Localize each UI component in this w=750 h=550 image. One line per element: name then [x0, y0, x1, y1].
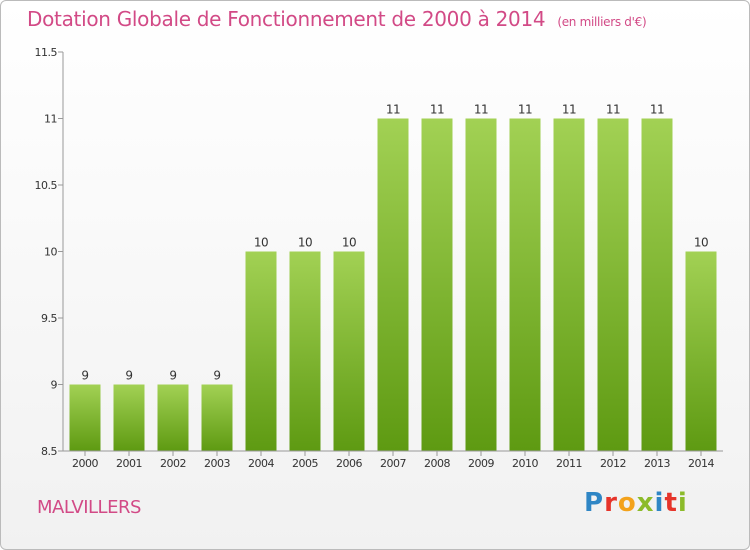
bar [201, 384, 233, 451]
bar-value-label: 10 [342, 236, 356, 250]
x-tick-label: 2010 [512, 457, 538, 470]
bar-value-label: 10 [694, 236, 708, 250]
bar-value-label: 9 [213, 369, 220, 383]
bar [289, 251, 321, 451]
bar-value-label: 11 [474, 103, 488, 117]
logo-letter: i [654, 488, 665, 518]
x-tick-label: 2004 [248, 457, 274, 470]
bar-value-label: 10 [298, 236, 312, 250]
x-tick-label: 2007 [380, 457, 406, 470]
y-tick-label: 10.5 [35, 179, 58, 192]
bar-value-label: 9 [81, 369, 88, 383]
y-tick-label: 11 [44, 113, 57, 126]
bar [597, 118, 629, 451]
x-tick-label: 2013 [644, 457, 670, 470]
proxiti-logo: Proxiti [584, 488, 688, 518]
logo-letter: i [677, 488, 688, 518]
logo-letter: x [636, 488, 655, 518]
bar-value-label: 11 [430, 103, 444, 117]
x-tick-label: 2009 [468, 457, 494, 470]
commune-name: MALVILLERS [37, 497, 141, 518]
bar [333, 251, 365, 451]
y-tick-label: 8.5 [41, 445, 57, 458]
bar-value-label: 11 [562, 103, 576, 117]
bars: 9 9 9 9 10 10 10 11 11 11 11 11 11 11 10 [69, 103, 717, 451]
x-tick-label: 2014 [688, 457, 714, 470]
bar [421, 118, 453, 451]
bar [113, 384, 145, 451]
bar [157, 384, 189, 451]
y-tick-label: 11.5 [35, 46, 58, 59]
bar-value-label: 11 [518, 103, 532, 117]
bar-value-label: 9 [169, 369, 176, 383]
bar [69, 384, 101, 451]
y-tick-label: 9.5 [41, 312, 57, 325]
bar [377, 118, 409, 451]
chart-title: Dotation Globale de Fonctionnement de 20… [27, 7, 647, 31]
logo-letter: r [604, 488, 618, 518]
bar [465, 118, 497, 451]
chart-title-text: Dotation Globale de Fonctionnement de 20… [27, 7, 546, 31]
bar [685, 251, 717, 451]
bar [641, 118, 673, 451]
x-tick-label: 2008 [424, 457, 450, 470]
logo-letter: t [664, 488, 678, 518]
chart-subtitle: (en milliers d'€) [557, 15, 647, 29]
bar [509, 118, 541, 451]
bar-value-label: 11 [650, 103, 664, 117]
logo-letter: o [617, 488, 637, 518]
bar [553, 118, 585, 451]
x-tick-label: 2011 [556, 457, 582, 470]
bar-value-label: 11 [386, 103, 400, 117]
x-axis: 2000 2001 2002 2003 2004 2005 2006 2007 2008 2009… [63, 450, 723, 470]
x-tick-label: 2006 [336, 457, 362, 470]
y-tick-label: 10 [44, 246, 57, 259]
bar-value-label: 10 [254, 236, 268, 250]
x-tick-label: 2000 [72, 457, 98, 470]
x-tick-label: 2002 [160, 457, 186, 470]
y-tick-label: 9 [51, 379, 58, 392]
bar [245, 251, 277, 451]
x-tick-label: 2001 [116, 457, 142, 470]
x-tick-label: 2005 [292, 457, 318, 470]
x-tick-label: 2012 [600, 457, 626, 470]
logo-letter: P [584, 488, 605, 518]
y-axis: 8.5 9 9.5 10 10.5 11 11.5 [35, 46, 64, 458]
bar-value-label: 11 [606, 103, 620, 117]
x-tick-label: 2003 [204, 457, 230, 470]
bar-value-label: 9 [125, 369, 132, 383]
